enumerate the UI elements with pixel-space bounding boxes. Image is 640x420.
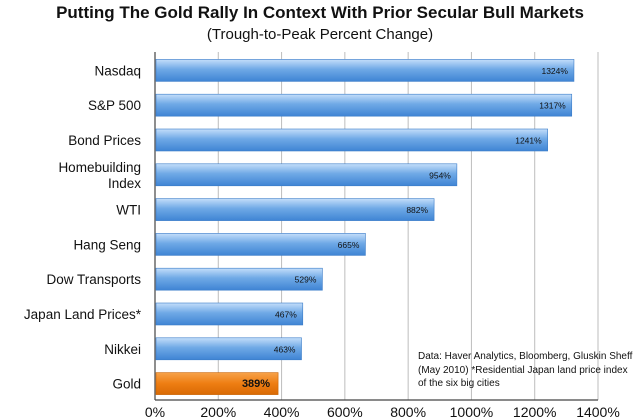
x-tick-label: 1000% xyxy=(450,404,494,420)
x-tick-label: 800% xyxy=(390,404,426,420)
source-note: Data: Haver Analytics, Bloomberg, Gluski… xyxy=(418,351,633,389)
data-label: 1241% xyxy=(515,136,542,146)
category-label: Index xyxy=(108,176,141,191)
data-label: 389% xyxy=(242,378,270,390)
category-label: Japan Land Prices* xyxy=(24,307,142,322)
category-label: Dow Transports xyxy=(46,272,141,287)
category-label: Nikkei xyxy=(104,342,141,357)
x-tick-label: 1400% xyxy=(576,404,620,420)
category-label: Gold xyxy=(112,377,141,392)
bar xyxy=(155,267,323,291)
category-label: Nasdaq xyxy=(94,63,141,78)
bar xyxy=(155,59,575,82)
category-label: Homebuilding xyxy=(58,160,141,175)
category-label: Hang Seng xyxy=(73,237,141,252)
bar xyxy=(155,233,366,256)
x-tick-label: 0% xyxy=(145,404,165,420)
x-tick-label: 400% xyxy=(264,404,300,420)
category-label: WTI xyxy=(116,203,141,218)
bar xyxy=(155,198,435,221)
data-label: 529% xyxy=(295,275,317,285)
x-tick-label: 200% xyxy=(200,404,236,420)
chart-title: Putting The Gold Rally In Context With P… xyxy=(56,3,584,22)
category-label: S&P 500 xyxy=(88,98,141,113)
category-label: Bond Prices xyxy=(68,133,141,148)
x-tick-label: 1200% xyxy=(513,404,557,420)
data-label: 665% xyxy=(338,240,360,250)
data-label: 463% xyxy=(274,344,296,354)
bar xyxy=(155,337,302,361)
bar xyxy=(155,163,458,187)
data-label: 882% xyxy=(406,205,428,215)
chart-subtitle: (Trough-to-Peak Percent Change) xyxy=(206,26,434,43)
bar xyxy=(155,128,548,152)
data-label: 1317% xyxy=(539,101,566,111)
data-label: 1324% xyxy=(541,66,568,76)
bar xyxy=(155,302,304,326)
x-tick-label: 600% xyxy=(327,404,363,420)
bar xyxy=(155,93,573,117)
bar xyxy=(155,372,279,395)
data-label: 467% xyxy=(275,310,297,320)
data-label: 954% xyxy=(429,170,451,180)
